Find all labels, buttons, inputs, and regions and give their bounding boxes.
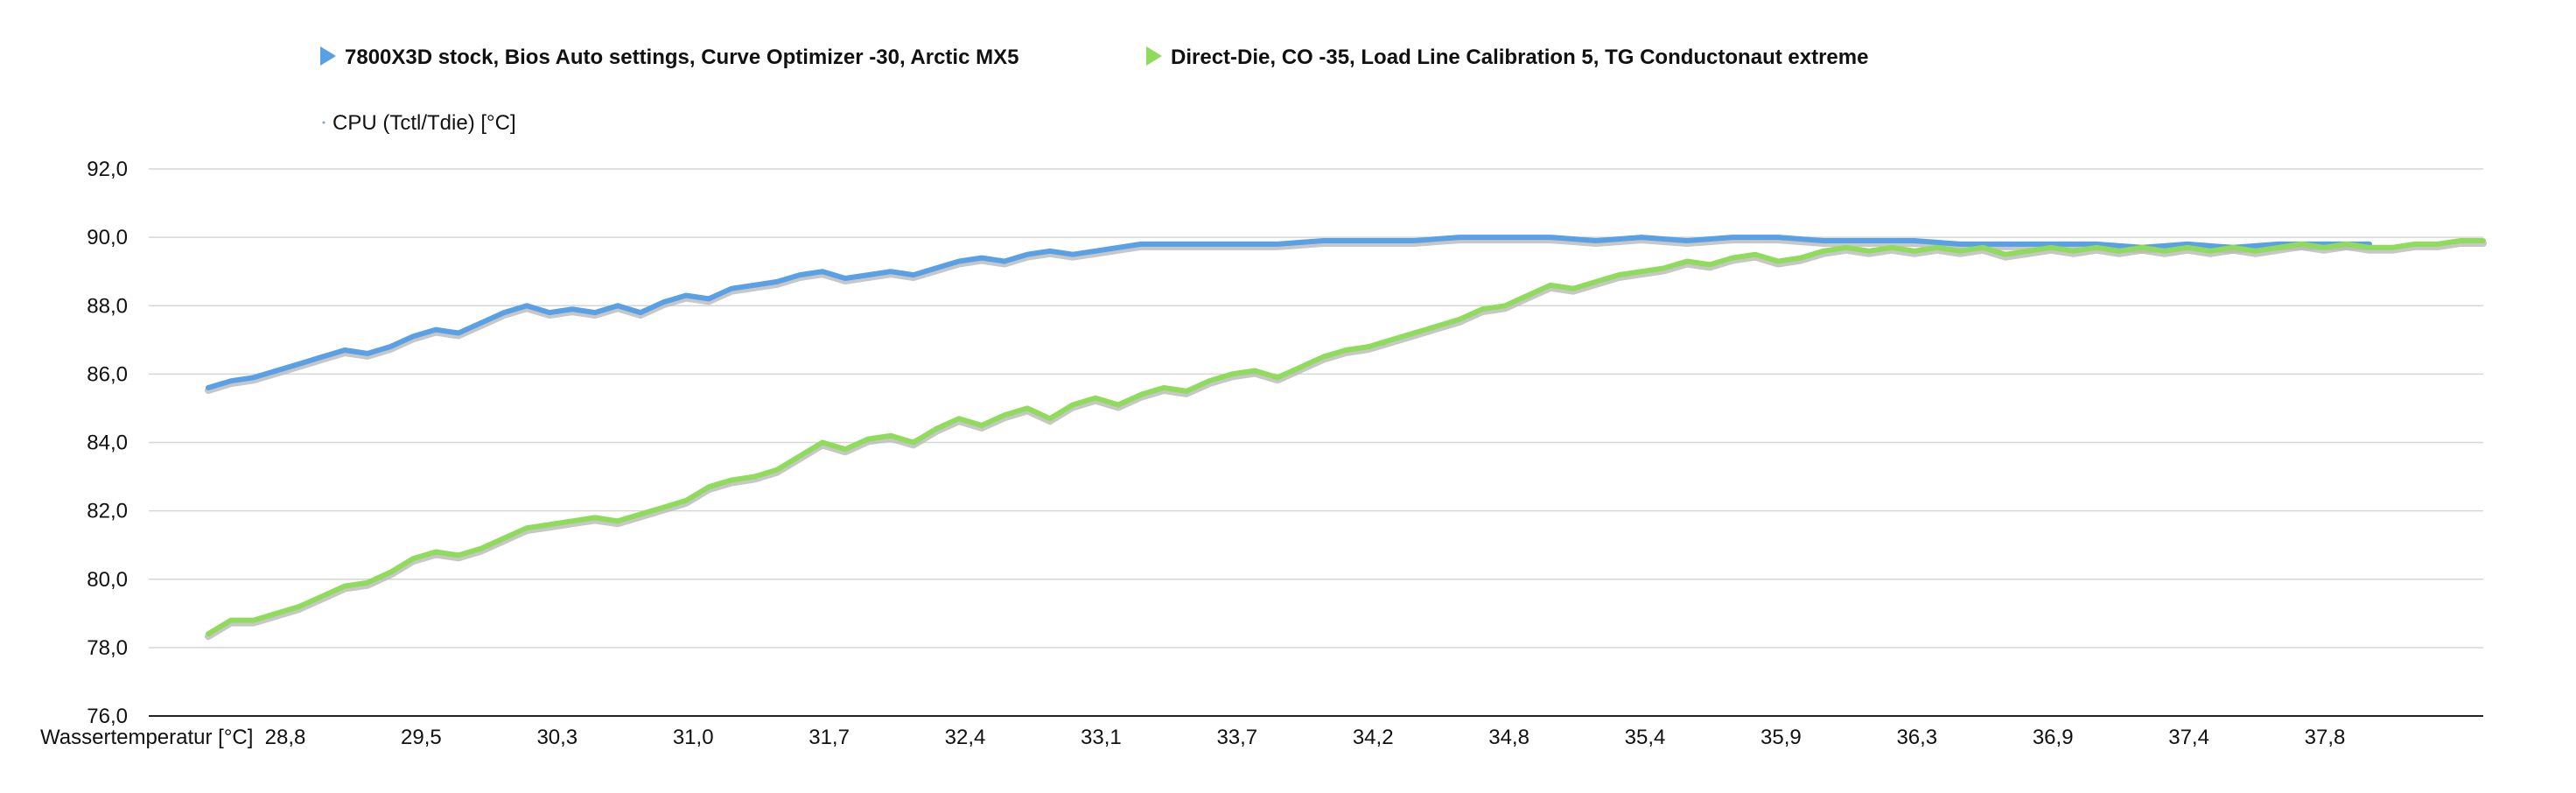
x-tick-label: 35,9 bbox=[1760, 726, 1802, 749]
y-tick-label: 92,0 bbox=[87, 158, 128, 181]
series-2-shadow bbox=[205, 240, 2487, 641]
x-tick-label: 35,4 bbox=[1625, 726, 1666, 749]
x-tick-label: 30,3 bbox=[536, 726, 578, 749]
x-tick-label: 28,8 bbox=[265, 726, 306, 749]
legend-marker-series-2 bbox=[1146, 46, 1162, 66]
y-axis-label: CPU (Tctl/Tdie) [°C] bbox=[332, 111, 516, 135]
x-tick-label: 34,2 bbox=[1353, 726, 1394, 749]
x-tick-label: 33,7 bbox=[1216, 726, 1257, 749]
y-tick-label: 88,0 bbox=[87, 294, 128, 318]
series-1-line bbox=[206, 235, 2372, 390]
x-tick-label: 37,4 bbox=[2168, 726, 2209, 749]
x-tick-label: 34,8 bbox=[1488, 726, 1530, 749]
y-tick-label: 86,0 bbox=[87, 362, 128, 386]
y-tick-label: 90,0 bbox=[87, 226, 128, 249]
legend-marker-ylabel bbox=[322, 121, 326, 124]
y-tick-label: 78,0 bbox=[87, 636, 128, 660]
x-axis-label: Wassertemperatur [°C] bbox=[40, 726, 253, 749]
y-tick-label: 76,0 bbox=[87, 705, 128, 728]
series-2-line bbox=[206, 238, 2486, 637]
grid-layer bbox=[149, 168, 2483, 649]
legend-label-series-1: 7800X3D stock, Bios Auto settings, Curve… bbox=[345, 46, 1018, 69]
legend-marker-series-1 bbox=[320, 46, 336, 66]
legend-item-ylabel: CPU (Tctl/Tdie) [°C] bbox=[322, 111, 516, 135]
x-tick-label: 37,8 bbox=[2305, 726, 2346, 749]
y-tick-label: 80,0 bbox=[87, 568, 128, 592]
legend: 7800X3D stock, Bios Auto settings, Curve… bbox=[320, 46, 1868, 135]
x-tick-label: 31,0 bbox=[673, 726, 714, 749]
legend-item-series-1[interactable]: 7800X3D stock, Bios Auto settings, Curve… bbox=[320, 46, 1018, 69]
y-tick-label: 82,0 bbox=[87, 500, 128, 523]
legend-label-series-2: Direct-Die, CO -35, Load Line Calibratio… bbox=[1171, 46, 1868, 69]
series-1-shadow bbox=[205, 236, 2373, 394]
x-tick-label: 32,4 bbox=[945, 726, 986, 749]
legend-item-series-2[interactable]: Direct-Die, CO -35, Load Line Calibratio… bbox=[1146, 46, 1868, 69]
x-tick-label: 36,9 bbox=[2033, 726, 2074, 749]
y-tick-label: 84,0 bbox=[87, 432, 128, 455]
x-tick-label: 31,7 bbox=[808, 726, 850, 749]
axis-layer: 92,0 90,0 88,0 86,0 84,0 82,0 80,0 78,0 76,0 28,8… bbox=[87, 158, 2483, 749]
series-layer bbox=[205, 235, 2487, 641]
x-tick-label: 29,5 bbox=[401, 726, 442, 749]
x-tick-label: 36,3 bbox=[1896, 726, 1937, 749]
x-tick-label: 33,1 bbox=[1081, 726, 1122, 749]
